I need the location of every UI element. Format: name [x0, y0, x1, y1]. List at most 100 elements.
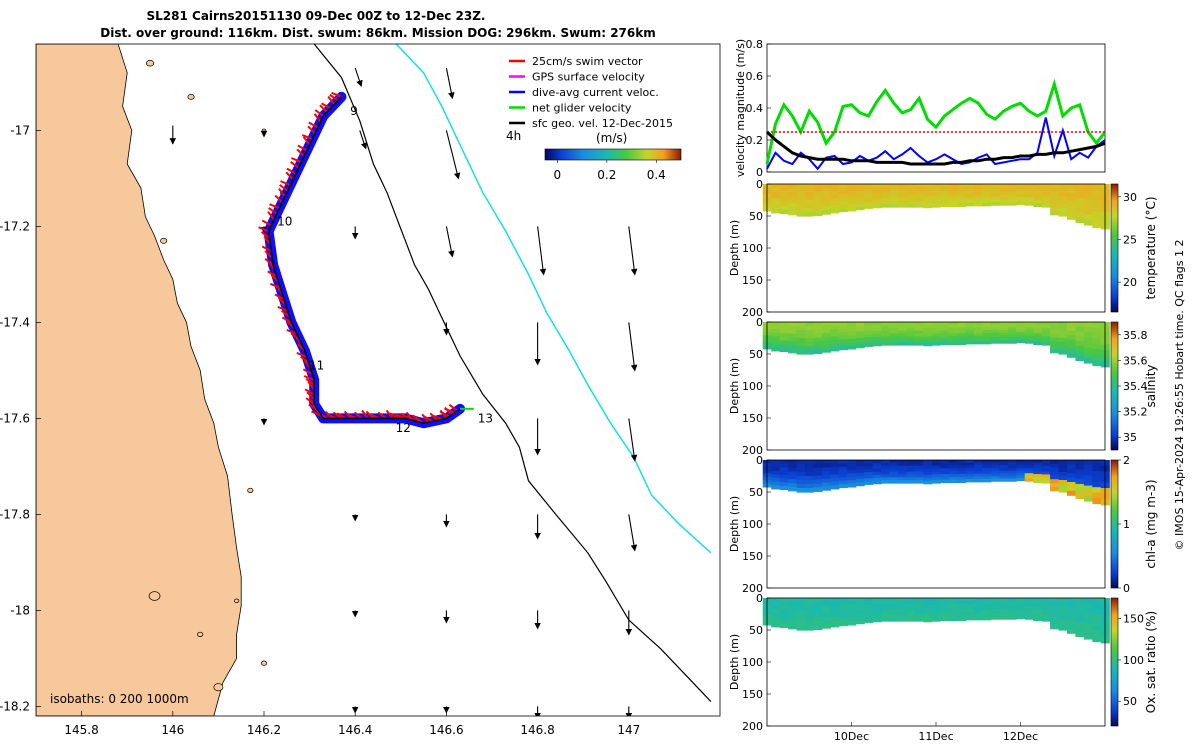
- section-cell: [788, 624, 798, 630]
- section-cell: [940, 614, 950, 619]
- island: [187, 93, 195, 100]
- section-cell: [1024, 613, 1034, 618]
- section-cell: [1092, 498, 1102, 505]
- section-cell: [796, 204, 806, 209]
- section-cell: [1033, 333, 1043, 337]
- section-cell: [982, 322, 992, 326]
- section-cell: [788, 337, 798, 342]
- section-cell: [923, 471, 933, 476]
- section-cell: [948, 336, 958, 340]
- section-cell: [965, 614, 975, 618]
- section-cell: [864, 187, 874, 191]
- section-cell: [1083, 219, 1093, 226]
- section-colorbar-tick-label: 50: [1123, 695, 1137, 708]
- section-cell: [948, 474, 958, 478]
- section-cell: [805, 618, 815, 623]
- section-cell: [1016, 465, 1026, 469]
- swim-vector: [421, 413, 429, 423]
- section-cell: [948, 614, 958, 619]
- section-cell: [813, 487, 823, 492]
- section-cell: [1007, 327, 1017, 331]
- section-cell: [805, 598, 815, 603]
- section-cell: [897, 474, 908, 478]
- section-cell: [948, 468, 958, 472]
- section-cell: [965, 460, 975, 464]
- section-cell: [923, 615, 933, 620]
- section-cell: [779, 329, 789, 334]
- section-cell: [779, 325, 789, 330]
- section-cell: [847, 480, 857, 485]
- section-cell: [940, 609, 950, 613]
- section-cell: [948, 460, 958, 464]
- section-cell: [1092, 614, 1102, 621]
- section-cell: [805, 342, 815, 347]
- section-cell: [982, 327, 992, 331]
- section-cell: [897, 468, 908, 473]
- section-cell: [1083, 495, 1093, 502]
- section-cell: [1083, 485, 1093, 492]
- section-cell: [889, 477, 899, 481]
- section-cell: [813, 605, 823, 611]
- section-cell: [914, 477, 924, 481]
- section-cell: [796, 488, 806, 493]
- geo-vector-arrow: [628, 322, 638, 372]
- section-cell: [923, 198, 933, 203]
- section-cell: [1041, 327, 1051, 332]
- section-cell: [906, 606, 916, 611]
- section-cell: [1083, 322, 1093, 328]
- section-cell: [965, 322, 975, 326]
- section-cell: [881, 198, 891, 202]
- section-cell: [1016, 472, 1026, 476]
- section-cell: [897, 465, 908, 470]
- section-cell: [1041, 330, 1051, 335]
- section-cell: [779, 344, 789, 349]
- section-cell: [779, 598, 789, 603]
- section-cell: [855, 187, 865, 191]
- section-cell: [855, 466, 865, 471]
- section-cell: [1075, 193, 1085, 199]
- swim-vector: [336, 412, 347, 420]
- section-cell: [990, 613, 1000, 618]
- section-cell: [906, 609, 916, 613]
- section-cell: [788, 195, 798, 200]
- section-cell: [931, 600, 941, 605]
- section-cell: [931, 480, 941, 484]
- section-cell: [779, 478, 789, 483]
- map-x-tick-label: 147: [617, 723, 640, 737]
- section-cell: [914, 201, 924, 205]
- swim-vector: [331, 91, 342, 98]
- section-cell: [990, 460, 1000, 464]
- section-cell: [771, 205, 781, 210]
- section-cell: [855, 610, 865, 615]
- section-cell: [830, 623, 840, 628]
- section-cell: [847, 194, 857, 199]
- section-cell: [923, 327, 933, 332]
- section-cell: [838, 470, 848, 475]
- section-cell: [864, 340, 874, 344]
- section-cell: [1016, 598, 1026, 602]
- section-cell: [999, 194, 1009, 198]
- section-cell: [771, 343, 781, 348]
- section-colorbar-label: chl-a (mg m-3): [1144, 479, 1158, 568]
- section-cell: [1083, 470, 1093, 476]
- section-cell: [872, 322, 882, 326]
- section-cell: [864, 607, 874, 611]
- section-cell: [1075, 198, 1085, 204]
- section-cell: [821, 340, 831, 346]
- section-cell: [838, 604, 848, 609]
- section-cell: [838, 601, 848, 606]
- section-cell: [881, 184, 891, 188]
- section-cell: [805, 338, 815, 343]
- section-cell: [1075, 631, 1085, 637]
- section-cell: [1083, 209, 1093, 216]
- section-cell: [999, 465, 1009, 469]
- section-cell: [906, 330, 916, 335]
- island: [160, 237, 168, 244]
- section-cell: [897, 184, 908, 188]
- section-cell: [931, 333, 941, 337]
- section-cell: [1033, 606, 1043, 610]
- section-cell: [805, 326, 815, 331]
- section-cell: [1016, 196, 1026, 200]
- section-cell: [813, 617, 823, 623]
- section-cell: [957, 186, 967, 191]
